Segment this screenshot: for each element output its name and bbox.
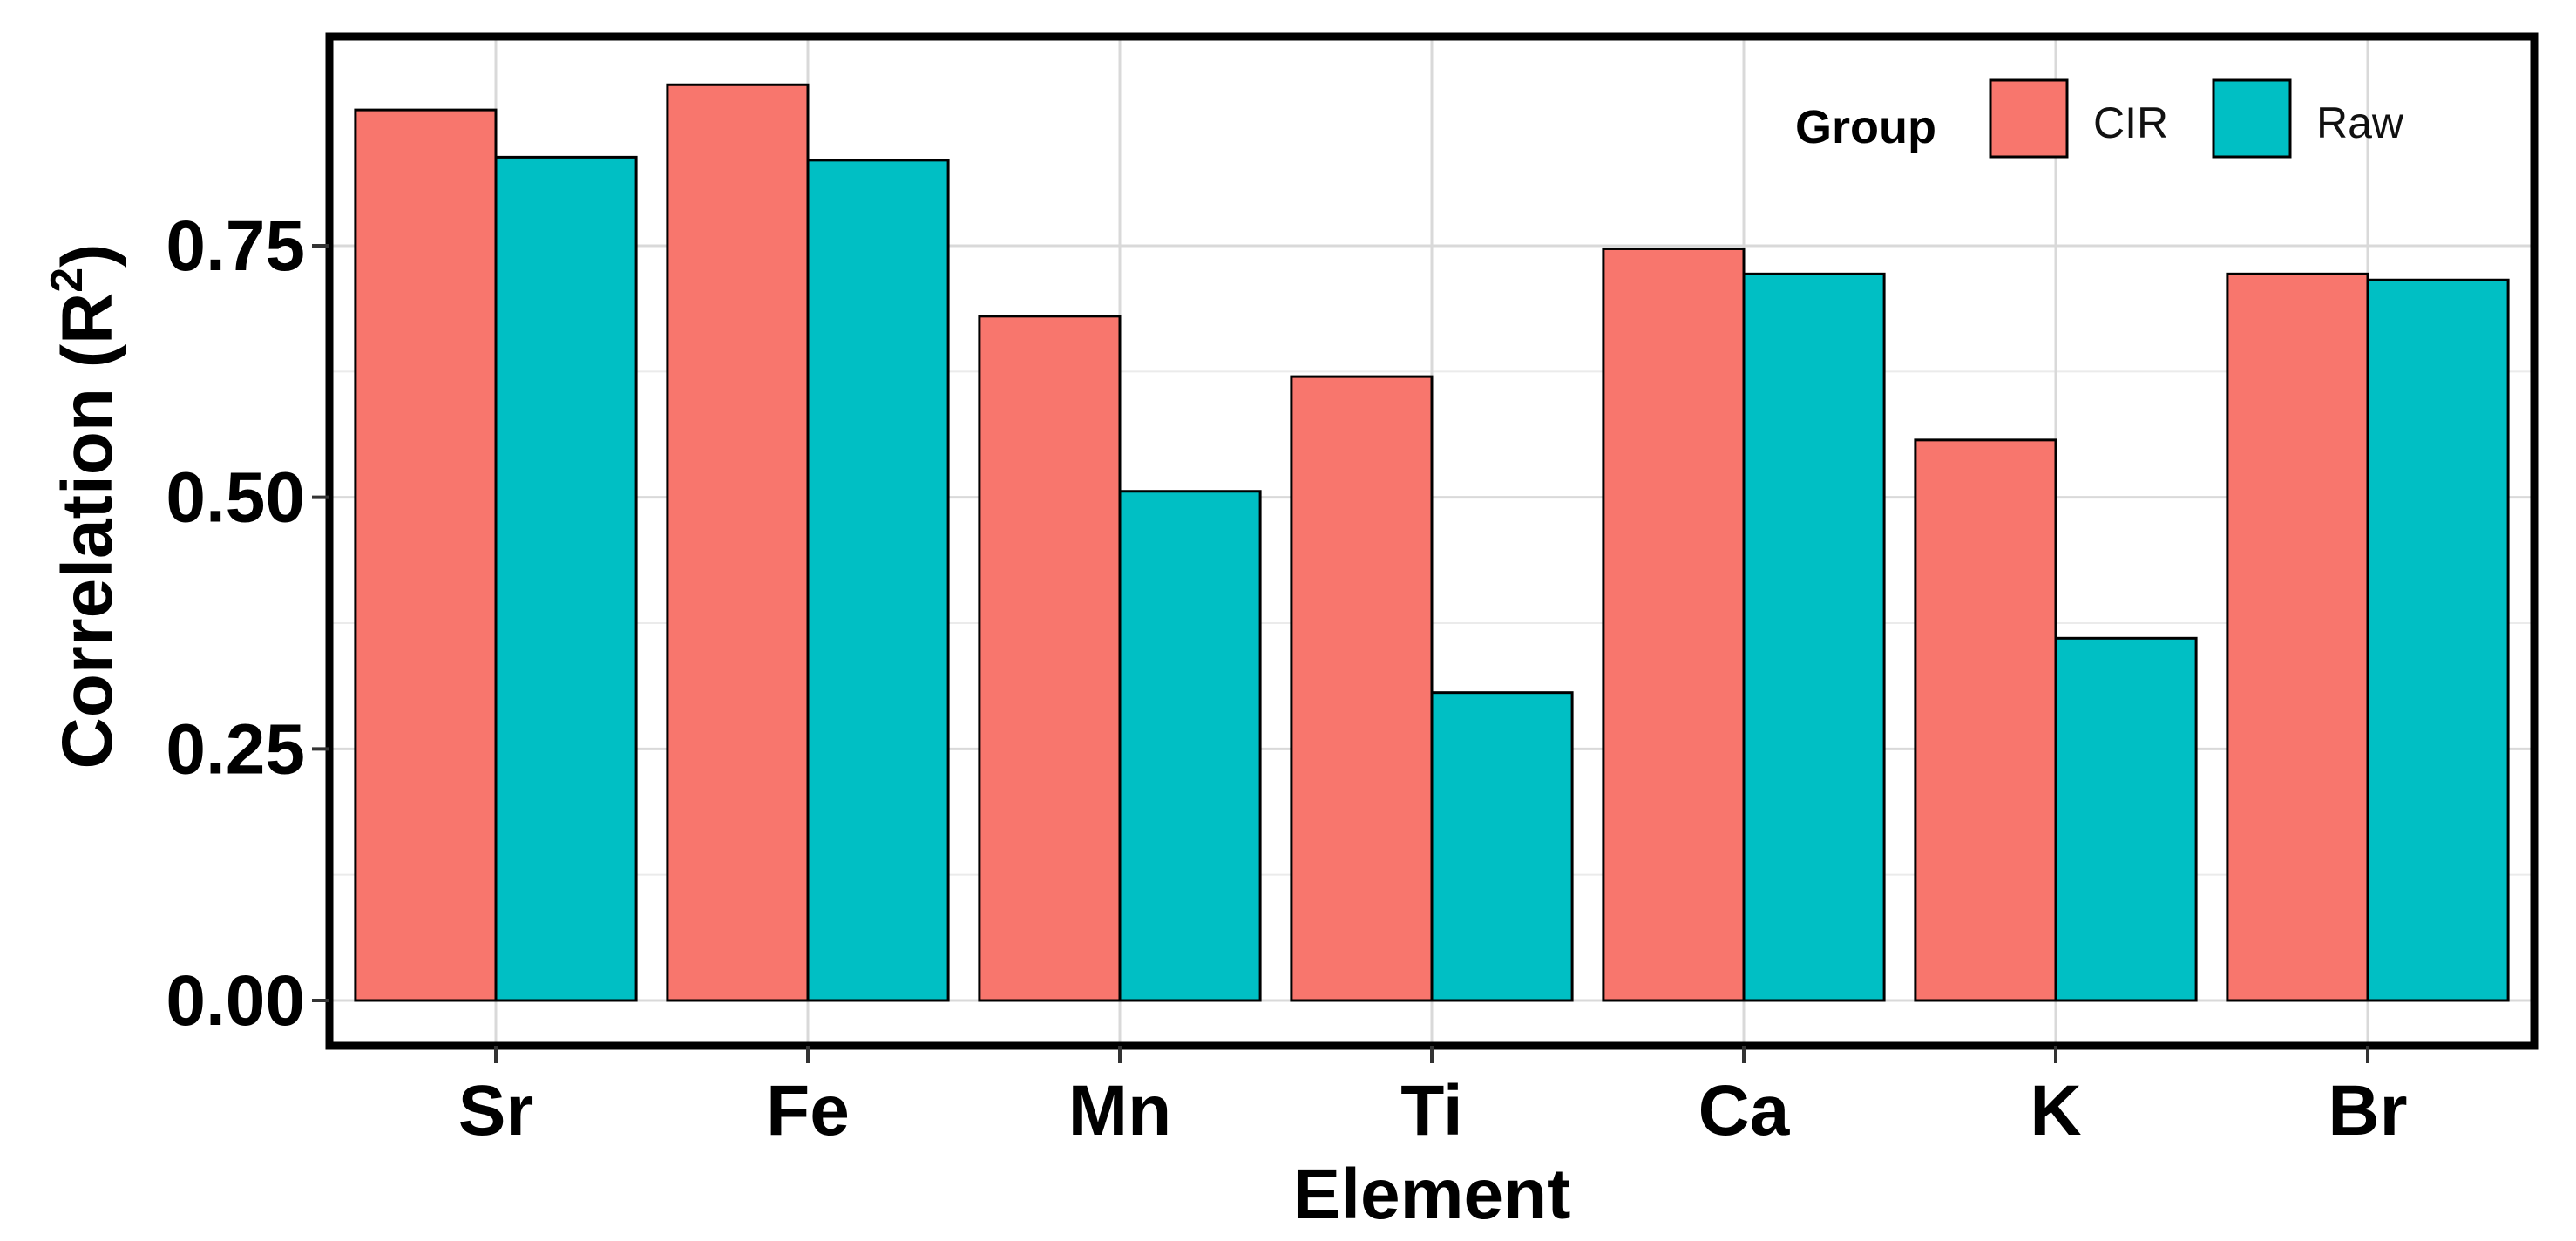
x-tick-label-fe: Fe [766, 1071, 850, 1150]
legend-title: Group [1795, 101, 1936, 153]
y-axis: 0.00 0.25 0.50 0.75 [166, 207, 329, 1041]
y-axis-title: Correlation (R2) [42, 244, 127, 770]
x-tick-label-ti: Ti [1400, 1071, 1462, 1150]
bar-raw-fe [806, 159, 950, 1002]
bar-cir-ti [1290, 375, 1434, 1002]
bar-cir-k [1914, 438, 2057, 1002]
x-tick-label-mn: Mn [1068, 1071, 1171, 1150]
bar-raw-ca [1742, 272, 1886, 1002]
legend-key-raw [2212, 78, 2292, 159]
x-tick-label-sr: Sr [458, 1071, 534, 1150]
y-axis-title-symbol: R [48, 293, 127, 344]
bar-raw-ti [1430, 691, 1574, 1002]
bar-cir-br [2226, 272, 2369, 1002]
bar-cir-sr [354, 108, 498, 1002]
y-tick-label: 0.25 [166, 709, 305, 789]
legend-label-raw: Raw [2316, 98, 2404, 147]
x-tick-label-ca: Ca [1698, 1071, 1791, 1150]
y-tick-label: 0.50 [166, 458, 305, 538]
legend: Group CIR Raw [1795, 78, 2404, 159]
bars [354, 83, 2510, 1002]
bar-cir-mn [978, 315, 1122, 1002]
y-axis-title-superscript: 2 [42, 268, 92, 293]
y-tick-label: 0.00 [166, 961, 305, 1041]
x-tick-label-k: K [2030, 1071, 2081, 1150]
y-axis-title-text: Correlation [48, 388, 127, 769]
legend-label-cir: CIR [2093, 98, 2168, 147]
x-axis-title: Element [1293, 1155, 1571, 1234]
bar-raw-br [2366, 278, 2510, 1002]
bar-raw-sr [494, 155, 638, 1002]
bar-cir-fe [666, 83, 810, 1002]
legend-key-cir [1989, 78, 2069, 159]
y-tick-label: 0.75 [166, 207, 305, 286]
bar-raw-mn [1118, 490, 1262, 1002]
x-tick-label-br: Br [2328, 1071, 2407, 1150]
x-axis: Sr Fe Mn Ti Ca K Br [458, 1046, 2408, 1150]
bar-raw-k [2054, 636, 2198, 1002]
bar-cir-ca [1602, 247, 1746, 1002]
